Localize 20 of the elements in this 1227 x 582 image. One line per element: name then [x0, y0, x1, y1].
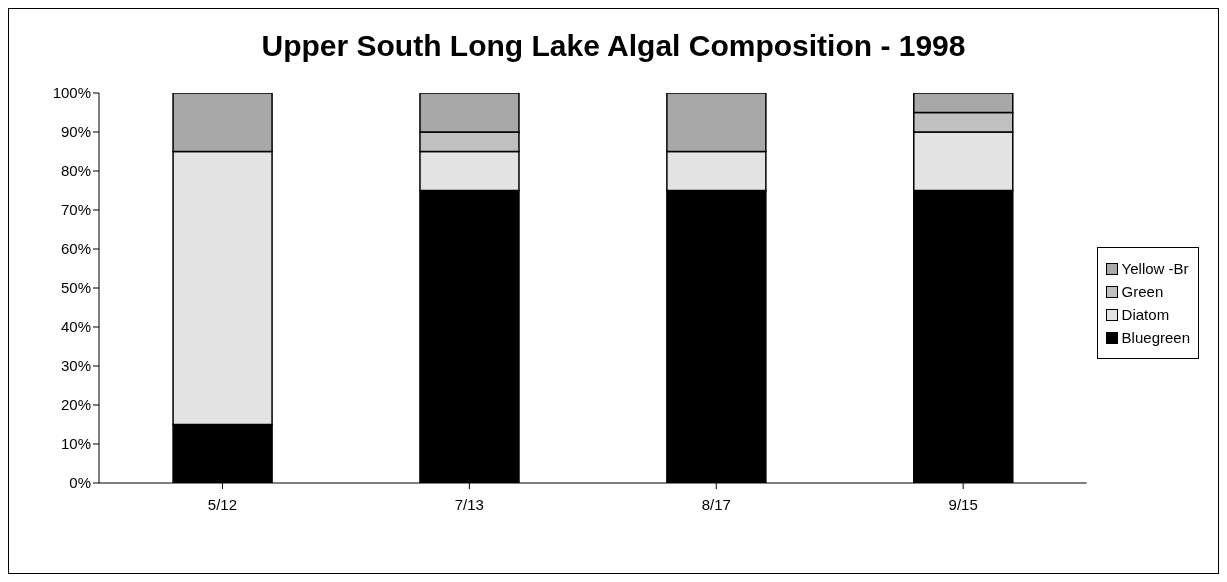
chart-title: Upper South Long Lake Algal Composition - 1998	[260, 29, 967, 63]
y-tick-label: 40%	[60, 318, 91, 336]
legend-label: Bluegreen	[1121, 329, 1190, 346]
legend-label: Diatom	[1121, 306, 1170, 323]
x-tick-label: 9/15	[948, 495, 978, 513]
y-tick-label: 100%	[52, 84, 91, 102]
legend-label: Yellow -Br	[1121, 260, 1189, 277]
y-tick-label: 70%	[60, 201, 91, 219]
legend-label: Green	[1121, 283, 1164, 300]
y-tick-label: 30%	[60, 357, 91, 375]
y-tick-label: 0%	[69, 474, 91, 492]
x-tick-label: 8/17	[701, 495, 731, 513]
y-tick-label: 20%	[60, 396, 91, 414]
y-tick-label: 10%	[60, 435, 91, 453]
x-tick-label: 7/13	[454, 495, 484, 513]
y-tick-label: 90%	[60, 123, 91, 141]
y-tick-label: 80%	[60, 162, 91, 180]
y-tick-label: 60%	[60, 240, 91, 258]
x-tick-label: 5/12	[207, 495, 238, 513]
y-tick-label: 50%	[60, 279, 91, 297]
